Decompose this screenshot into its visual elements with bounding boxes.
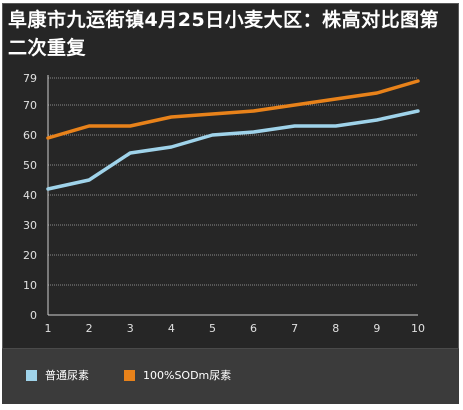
legend-item-series-1: 普通尿素 [26,368,89,382]
y-tick-label-70: 70 [23,99,37,112]
y-tick-label-79: 79 [23,72,37,85]
series-line-2 [46,79,420,140]
legend-label-series-1: 普通尿素 [45,369,89,382]
legend-item-series-2: 100%SODm尿素 [124,368,231,382]
legend-swatch-series-2 [124,369,135,381]
x-tick-label-1: 1 [45,322,52,335]
chart-title: 阜康市九运街镇4月25日小麦大区：株高对比图第二次重复 [8,9,440,59]
y-tick-label-0: 0 [30,309,37,322]
x-tick-label-2: 2 [86,322,93,335]
legend-swatch-series-1 [26,369,37,381]
x-tick-label-10: 10 [411,322,425,335]
y-tick-label-40: 40 [23,189,37,202]
x-tick-label-7: 7 [291,322,298,335]
x-tick-label-6: 6 [250,322,257,335]
y-tick-label-10: 10 [23,279,37,292]
y-tick-label-50: 50 [23,159,37,172]
legend-label-series-2: 100%SODm尿素 [143,369,232,382]
series-line-1 [46,109,420,191]
axes [47,75,418,316]
x-tick-label-5: 5 [209,322,216,335]
chart-frame [2,3,459,404]
gridlines [48,77,418,286]
x-tick-label-3: 3 [127,322,134,335]
y-tick-labels: 0 10 20 30 40 50 60 70 79 [23,72,37,322]
x-tick-label-9: 9 [373,322,380,335]
legend: 普通尿素 100%SODm尿素 [2,348,459,404]
y-tick-label-30: 30 [23,219,37,232]
x-tick-labels: 1 2 3 4 5 6 7 8 9 10 [45,322,426,335]
y-tick-label-20: 20 [23,249,37,262]
series-lines [46,79,420,191]
x-tick-label-4: 4 [168,322,175,335]
x-tick-label-8: 8 [332,322,339,335]
y-tick-label-60: 60 [23,129,37,142]
